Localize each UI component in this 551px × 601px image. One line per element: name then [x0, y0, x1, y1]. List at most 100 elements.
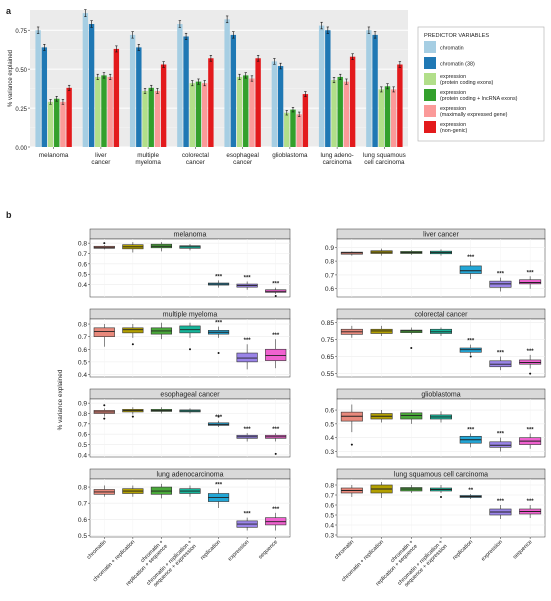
bar	[154, 90, 161, 147]
y-tick-label: 0.8	[325, 483, 334, 490]
x-tick-label: lung squamous cell carcinoma	[363, 152, 406, 166]
y-tick-label: 0.4	[325, 523, 334, 530]
significance-mark: ***	[527, 270, 535, 276]
y-tick-label: 0.6	[78, 432, 87, 439]
outlier-point	[529, 372, 532, 375]
bar	[255, 58, 261, 147]
significance-mark: ***	[244, 338, 252, 344]
panel-b-label: b	[6, 210, 12, 220]
bar	[101, 75, 107, 147]
outlier-point	[131, 343, 134, 346]
bar	[243, 75, 249, 147]
bar	[224, 19, 230, 147]
y-tick-label: 0.25	[15, 107, 27, 113]
facet-title: liver cancer	[423, 232, 459, 239]
bar-chart-panel-a: 0.00 0.25 0.50 0.75 % variance explained mela…	[8, 9, 408, 166]
box	[489, 441, 512, 448]
y-tick-label: 0.4	[78, 372, 87, 379]
x-tick-label: expression	[227, 539, 250, 562]
significance-mark: ***	[497, 272, 505, 278]
significance-mark: **	[468, 488, 473, 494]
x-tick-label: glioblastoma	[272, 152, 308, 159]
facet-title: multiple myeloma	[163, 312, 218, 319]
y-tick-label: 0.4	[325, 435, 334, 442]
bar	[129, 34, 136, 148]
significance-mark: ***	[272, 333, 280, 339]
outlier-point	[103, 404, 106, 407]
bar	[95, 76, 101, 147]
significance-mark: ***	[467, 428, 475, 434]
x-tick-label: liver cancer	[91, 152, 110, 166]
x-tick-label: sequence	[258, 539, 279, 560]
bar	[236, 76, 243, 147]
y-tick-label: 0.8	[78, 411, 87, 418]
significance-mark: ***	[215, 415, 223, 421]
y-tick-label: 0.00	[15, 146, 27, 152]
significance-mark: ***	[244, 427, 252, 433]
significance-mark: ***	[527, 428, 535, 434]
y-tick-label: 0.50	[15, 68, 27, 74]
legend-swatch	[424, 105, 436, 117]
bar	[277, 66, 284, 147]
facet-title: lung squamous cell carcinoma	[394, 472, 488, 479]
facet-title: glioblastoma	[421, 392, 460, 399]
box	[265, 348, 287, 361]
y-axis-title: % variance explained	[57, 369, 64, 430]
x-tick-label: multiple myeloma	[135, 152, 161, 166]
bar	[201, 83, 208, 147]
bar	[177, 24, 183, 147]
y-tick-label: 0.6	[325, 286, 334, 293]
significance-mark: ***	[527, 349, 535, 355]
outlier-point	[350, 443, 353, 446]
legend-label: expression (maximally expressed gene)	[440, 106, 508, 118]
bar	[148, 87, 154, 147]
significance-mark: ***	[527, 499, 535, 505]
box	[236, 352, 258, 363]
y-axis-title: % variance explained	[8, 50, 14, 107]
significance-mark: ***	[215, 483, 223, 489]
legend-label: expression (protein coding exons)	[440, 74, 494, 86]
bar	[249, 78, 255, 147]
x-tick-label: expression	[480, 539, 503, 562]
significance-mark: ***	[215, 321, 223, 327]
outlier-point	[103, 417, 106, 420]
bar	[183, 36, 189, 147]
x-tick-label: colorectal cancer	[182, 152, 209, 166]
x-tick-label: lung adeno-carcinoma	[320, 152, 353, 166]
legend-label: chromatin (38)	[440, 62, 475, 68]
bar	[208, 58, 214, 147]
bar	[325, 30, 331, 148]
y-tick-label: 0.6	[78, 517, 87, 524]
bar	[66, 87, 72, 147]
outlier-point	[469, 355, 472, 358]
box	[122, 327, 144, 334]
bar	[54, 98, 60, 147]
significance-mark: ***	[215, 274, 223, 280]
facet-title: lung adenocarcinoma	[157, 472, 224, 479]
bar	[296, 114, 302, 147]
y-tick-label: 0.9	[325, 245, 334, 252]
bar	[397, 64, 403, 147]
significance-mark: ***	[244, 512, 252, 518]
outlier-point	[103, 242, 106, 245]
y-tick-label: 0.85	[321, 320, 334, 327]
y-tick-label: 0.75	[321, 337, 334, 344]
y-tick-label: 0.7	[78, 501, 87, 508]
bar	[318, 25, 325, 147]
y-tick-label: 0.7	[78, 421, 87, 428]
box	[519, 279, 542, 285]
x-tick-label: chromatin	[334, 539, 356, 561]
bar	[284, 112, 290, 147]
y-tick-label: 0.3	[325, 533, 334, 540]
x-tick-label: esophageal cancer	[226, 152, 259, 166]
legend-panel-a: PREDICTOR VARIABLES chromatin chromatin (3…	[417, 26, 545, 142]
bar	[366, 30, 372, 148]
outlier-point	[274, 294, 277, 297]
legend-label: expression (non-genic)	[440, 122, 467, 134]
bar	[195, 81, 202, 147]
bar	[271, 61, 278, 147]
significance-mark: ***	[497, 499, 505, 505]
y-tick-label: 0.6	[325, 408, 334, 415]
boxplot-grid-panel-b: % variance explained melanoma 0.4 0.5 0.6 0.7…	[57, 228, 546, 588]
